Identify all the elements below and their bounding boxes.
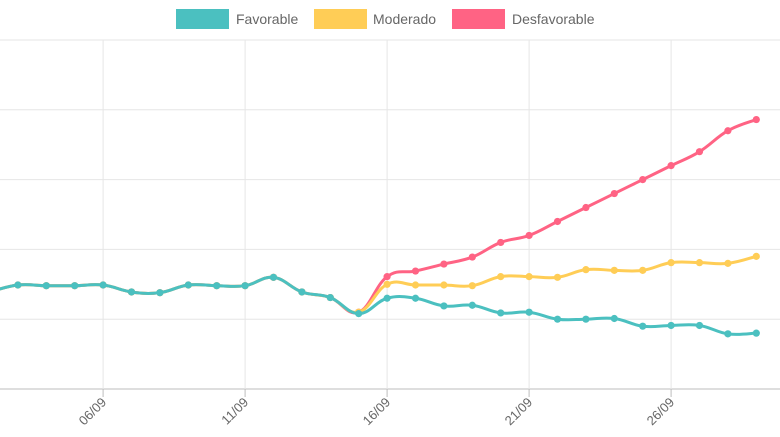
data-point[interactable]	[639, 322, 647, 330]
data-point[interactable]	[695, 148, 704, 156]
data-point[interactable]	[553, 315, 562, 323]
data-point[interactable]	[468, 253, 476, 261]
series-line	[0, 275, 758, 336]
data-point[interactable]	[14, 281, 22, 289]
data-point[interactable]	[440, 260, 448, 268]
data-point[interactable]	[525, 308, 533, 316]
x-tick-label: 06/09	[76, 395, 110, 429]
data-point[interactable]	[497, 273, 505, 281]
data-point[interactable]	[667, 259, 675, 267]
data-point[interactable]	[752, 115, 760, 124]
data-point[interactable]	[695, 259, 704, 267]
data-point[interactable]	[497, 309, 505, 317]
legend-label: Desfavorable	[512, 11, 595, 27]
data-point[interactable]	[440, 281, 448, 289]
data-point[interactable]	[667, 162, 675, 170]
data-point[interactable]	[468, 301, 476, 309]
data-point[interactable]	[411, 294, 420, 302]
data-point[interactable]	[383, 273, 391, 281]
data-point[interactable]	[582, 315, 590, 323]
data-point[interactable]	[639, 266, 647, 274]
data-point[interactable]	[156, 289, 164, 297]
data-point[interactable]	[213, 282, 221, 290]
data-point[interactable]	[752, 329, 760, 337]
data-point[interactable]	[411, 281, 420, 289]
data-point[interactable]	[724, 127, 732, 135]
data-point[interactable]	[383, 280, 391, 288]
data-point[interactable]	[553, 273, 562, 281]
x-tick-label: 21/09	[502, 395, 536, 429]
data-point[interactable]	[525, 231, 533, 240]
data-point[interactable]	[355, 310, 363, 318]
data-point[interactable]	[440, 302, 448, 310]
data-point[interactable]	[326, 293, 334, 302]
legend-swatch	[452, 9, 505, 29]
data-point[interactable]	[411, 267, 420, 275]
data-point[interactable]	[269, 273, 278, 281]
data-point[interactable]	[497, 238, 505, 247]
data-point[interactable]	[553, 217, 562, 226]
data-point[interactable]	[724, 330, 732, 338]
data-point[interactable]	[525, 273, 533, 281]
data-point[interactable]	[383, 294, 391, 302]
legend-item-desfavorable[interactable]: Desfavorable	[452, 9, 595, 29]
data-point[interactable]	[639, 176, 647, 184]
series-line	[0, 118, 758, 315]
data-point[interactable]	[71, 282, 79, 290]
data-point[interactable]	[610, 314, 618, 323]
data-point[interactable]	[468, 282, 476, 290]
series-layer	[0, 115, 760, 338]
data-point[interactable]	[724, 259, 732, 267]
data-point[interactable]	[298, 288, 306, 296]
legend-item-moderado[interactable]: Moderado	[314, 9, 436, 29]
legend-swatch	[176, 9, 229, 29]
data-point[interactable]	[610, 266, 618, 274]
data-point[interactable]	[127, 288, 136, 296]
data-point[interactable]	[42, 282, 50, 290]
data-point[interactable]	[582, 266, 590, 274]
x-tick-label: 16/09	[360, 395, 394, 429]
grid	[0, 39, 780, 390]
data-point[interactable]	[667, 321, 675, 330]
data-point[interactable]	[610, 189, 618, 198]
data-point[interactable]	[695, 321, 704, 330]
legend-label: Favorable	[236, 11, 298, 27]
data-point[interactable]	[99, 281, 107, 289]
x-tick-label: 26/09	[644, 395, 678, 429]
x-tick-label: 11/09	[218, 395, 251, 428]
data-point[interactable]	[241, 282, 249, 290]
data-point[interactable]	[582, 203, 590, 212]
legend-swatch	[314, 9, 367, 29]
data-point[interactable]	[184, 281, 192, 289]
legend-label: Moderado	[373, 11, 436, 27]
data-point[interactable]	[752, 252, 760, 260]
legend-item-favorable[interactable]: Favorable	[176, 9, 298, 29]
legend: Favorable Moderado Desfavorable	[176, 9, 595, 29]
x-axis-ticks: 06/09 11/09 16/09 21/09 26/09	[76, 389, 678, 429]
series-favorable	[0, 273, 760, 338]
